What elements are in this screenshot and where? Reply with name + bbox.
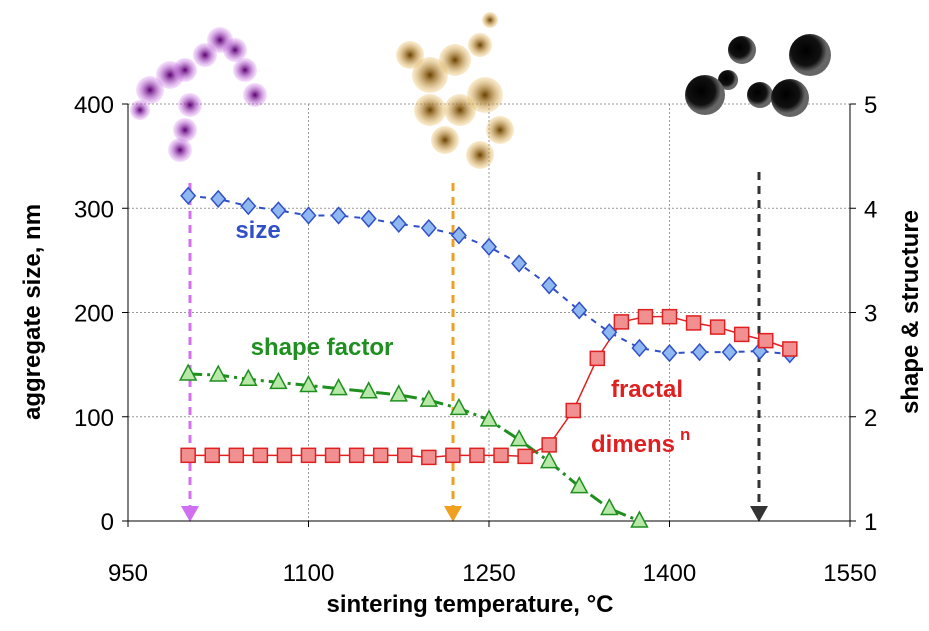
marker [541,437,557,453]
marker [721,342,738,362]
marker [390,214,407,234]
y2-tick-label: 5 [864,92,877,119]
marker [517,448,533,465]
marker [541,276,558,295]
marker [239,368,258,386]
marker [509,429,529,447]
marker [445,447,461,464]
y-tick-label: 100 [74,405,114,432]
marker [421,449,437,466]
arrow-heads [181,506,768,522]
marker [360,209,377,228]
marker [630,510,649,528]
marker [180,186,197,205]
marker [180,447,196,464]
orange-aggregate [396,12,514,169]
annotation: shape factor [251,334,394,361]
marker [397,447,413,464]
marker [324,447,341,464]
marker [204,447,220,464]
marker [372,447,389,464]
marker [733,326,750,343]
annotation: dimens [591,431,675,458]
marker [209,364,228,382]
marker [348,447,365,464]
marker [330,206,347,225]
x-axis-label: sintering temperature, °C [327,591,614,618]
marker [691,342,708,362]
marker [600,497,619,516]
y2-axis-label: shape & structure [897,210,924,414]
marker [276,447,293,464]
marker [300,206,317,225]
marker [661,344,678,363]
marker [420,218,437,238]
y2-tick-label: 3 [864,301,877,328]
x-tick-label: 1100 [283,560,335,587]
marker [601,323,618,342]
marker [479,409,499,427]
marker [240,197,257,216]
marker [570,476,589,494]
annotation: n [680,425,690,444]
y2-tick-label: 1 [864,509,877,536]
marker [782,341,798,357]
marker [299,374,318,393]
marker [269,371,288,390]
marker [481,237,497,256]
purple-aggregate [130,27,267,162]
marker [300,447,317,464]
y2-tick-label: 4 [864,196,877,223]
marker [252,447,269,464]
marker [613,314,630,330]
x-tick-label: 950 [108,560,148,587]
marker [493,447,509,464]
marker [389,384,408,402]
marker [270,201,287,220]
x-tick-label: 1550 [823,560,876,587]
marker [511,254,528,273]
marker [571,301,588,320]
series-line [188,372,640,523]
marker [449,397,469,416]
marker [758,332,774,349]
x-tick-label: 1250 [462,560,515,587]
marker [685,315,702,331]
marker [637,308,654,325]
annotation: fractal [611,376,683,403]
marker [450,226,467,245]
marker [469,447,485,464]
marker [419,389,439,407]
x-tick-label: 1400 [643,560,696,587]
marker [661,308,678,325]
marker [539,450,559,469]
y-tick-label: 200 [74,301,114,328]
y-tick-label: 400 [74,92,114,119]
marker [565,402,581,419]
y-axis-label: aggregate size, nm [19,204,46,420]
y-tick-label: 0 [101,509,114,536]
marker [589,350,606,367]
black-spheres [685,34,831,117]
marker [359,381,378,399]
marker [178,363,198,381]
y-tick-label: 300 [74,196,114,223]
y2-tick-label: 2 [864,405,877,432]
series-line [188,194,790,356]
marker [329,378,348,396]
marker [210,189,227,209]
marker [631,338,648,358]
marker [709,319,726,335]
annotation: size [235,217,280,244]
marker [228,447,245,464]
